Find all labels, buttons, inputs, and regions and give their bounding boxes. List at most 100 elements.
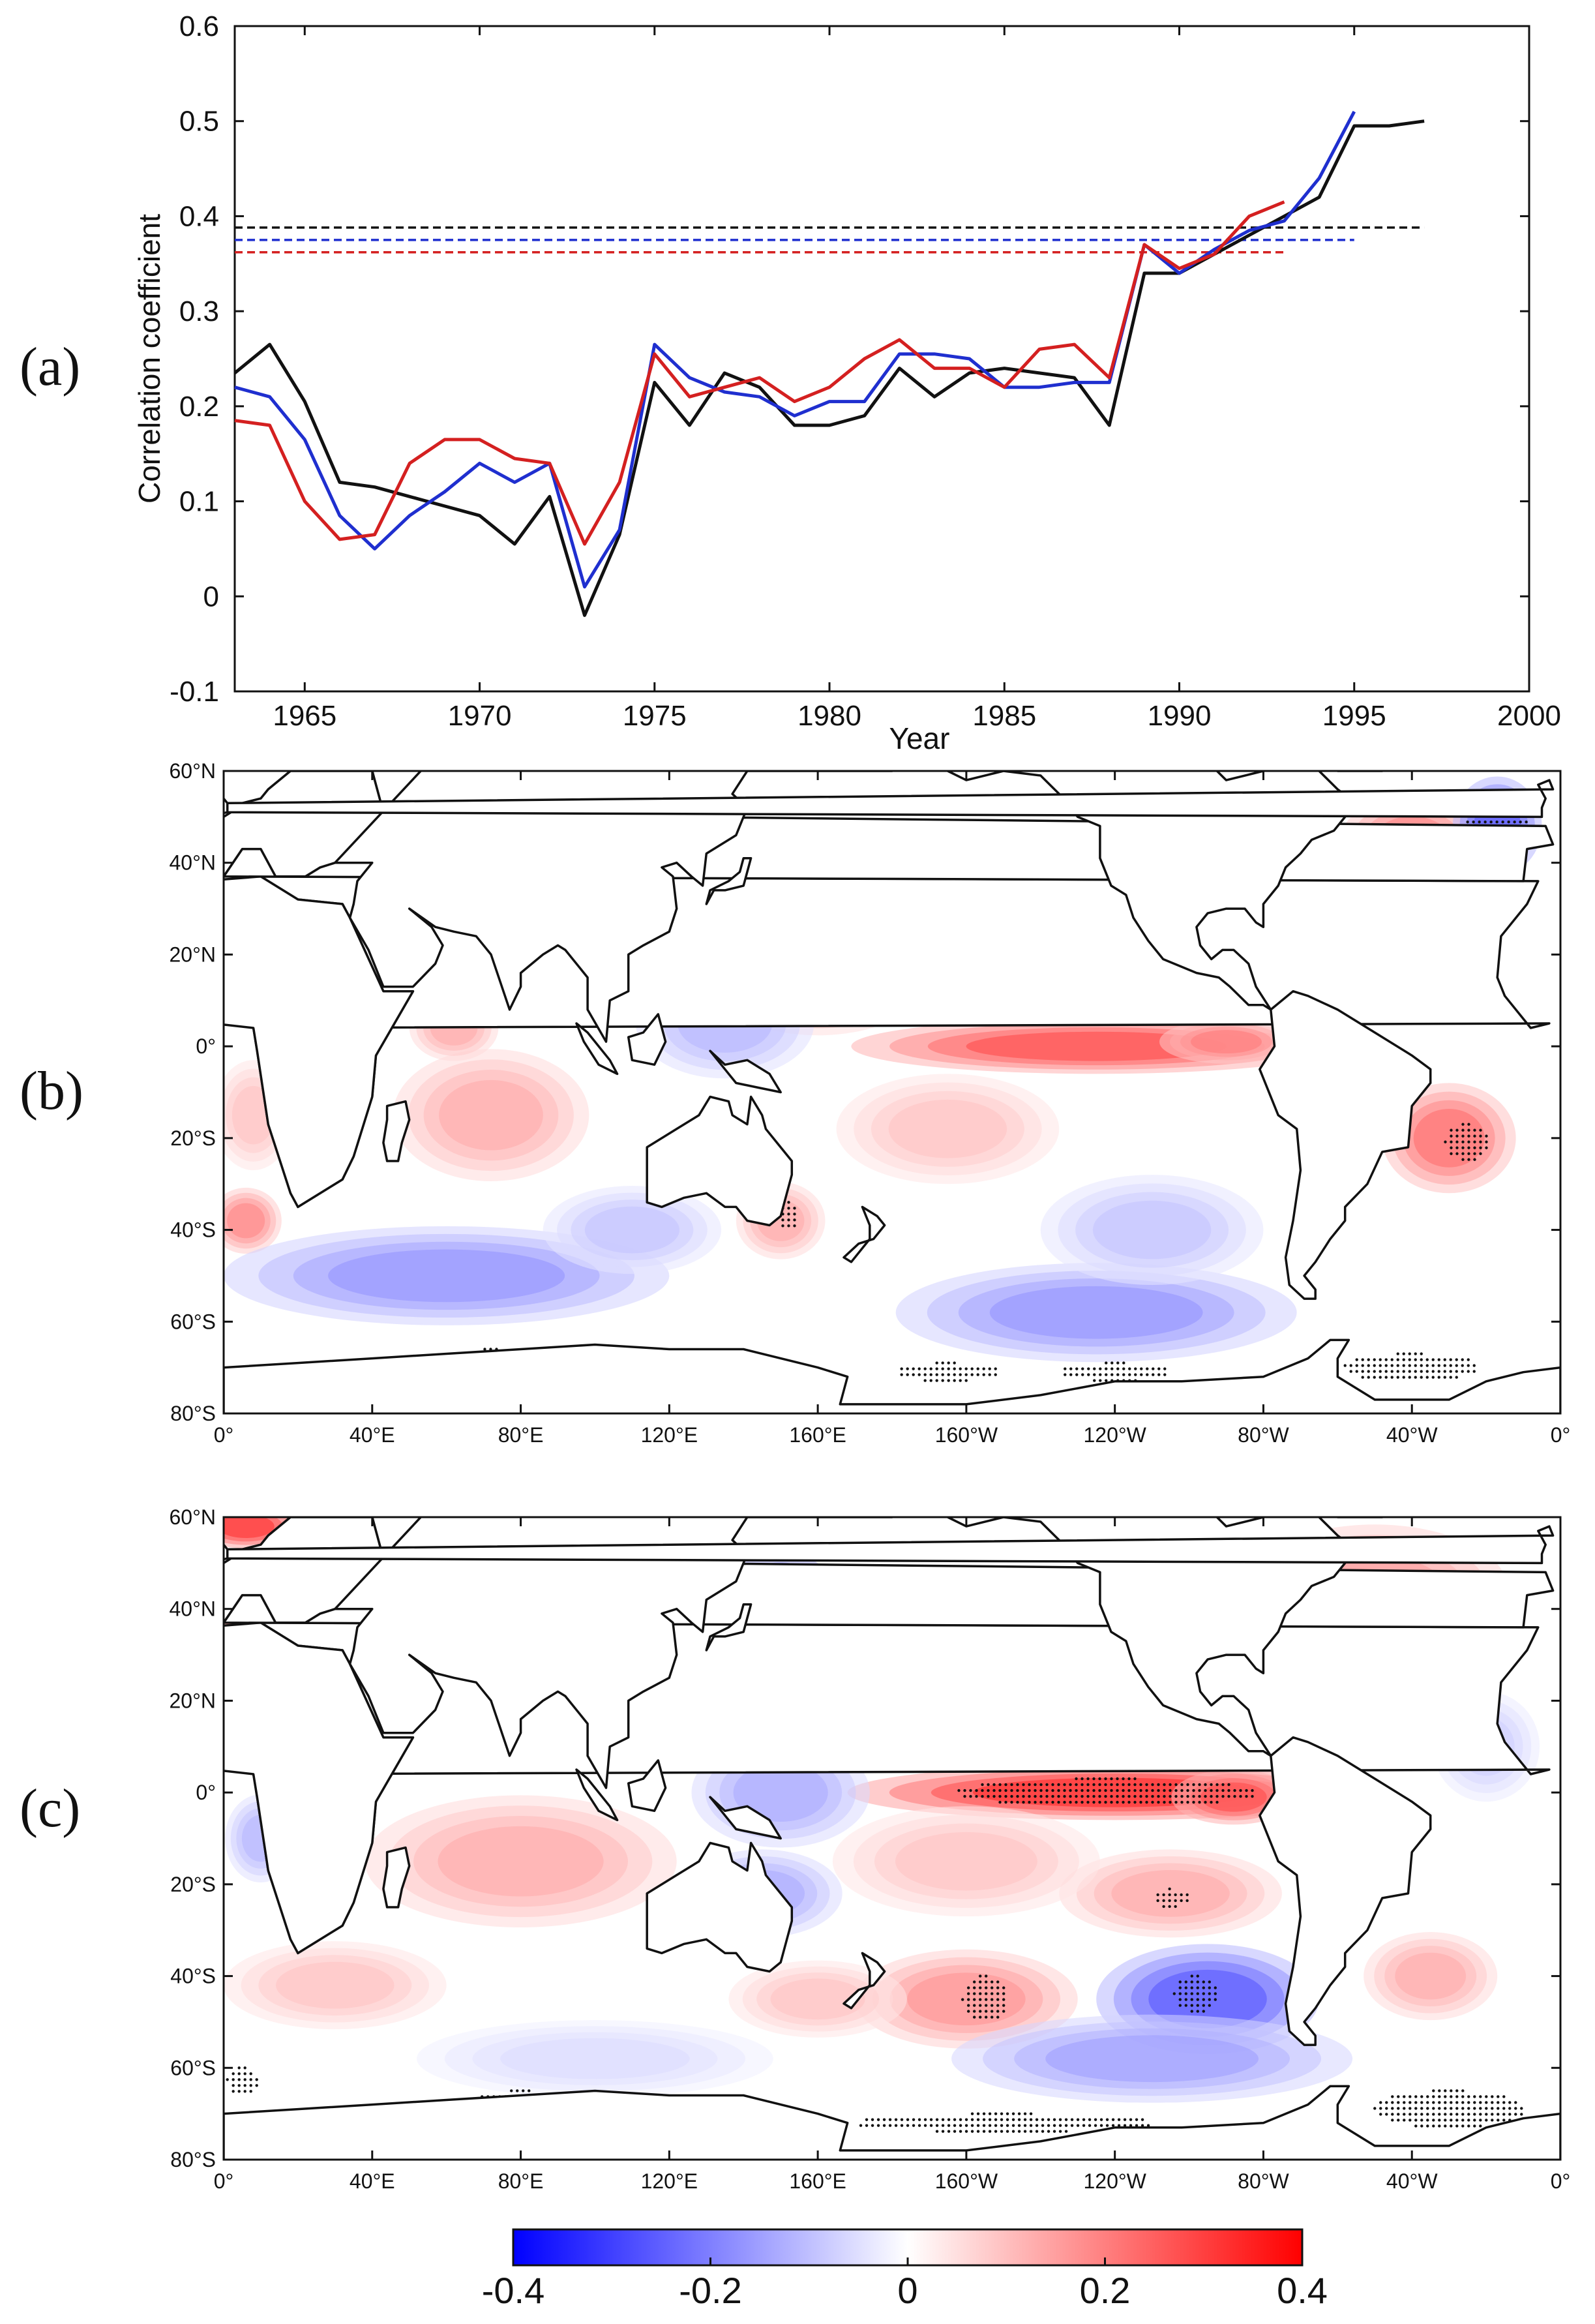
lon-tick-label: 0° <box>214 1423 234 1447</box>
lat-tick-label: 60°S <box>170 2056 216 2079</box>
land-sumatra <box>575 1768 619 1822</box>
lat-tick-label: 0° <box>196 1034 216 1058</box>
significance-stipple <box>1064 1361 1167 1382</box>
land-south-america <box>1259 989 1432 1300</box>
land-madagascar <box>382 1846 411 1909</box>
significance-stipple <box>1343 1352 1476 1379</box>
lon-tick-label: 120°W <box>1083 1423 1146 1447</box>
y-tick-label: 0.3 <box>179 295 219 327</box>
lon-tick-label: 40°E <box>350 2169 395 2193</box>
series-line-red <box>234 200 1285 546</box>
colorbar-tick-label: -0.2 <box>679 2270 742 2311</box>
land-borneo <box>627 1759 667 1813</box>
correlation-field-patch <box>1413 1109 1485 1168</box>
land-antarctica <box>224 2085 1560 2160</box>
x-tick-label: 1980 <box>798 700 861 732</box>
lat-tick-label: 40°N <box>170 1597 216 1621</box>
land-madagascar <box>382 1100 411 1162</box>
lon-tick-label: 0° <box>1551 2169 1571 2193</box>
x-tick-label: 1965 <box>273 700 336 732</box>
correlation-field-patch <box>989 1286 1203 1339</box>
land-africa-wrap <box>224 1622 415 1955</box>
correlation-field-patch <box>1148 1969 1267 2029</box>
series-line-blue <box>234 110 1356 589</box>
correlation-field-patch <box>224 1517 275 1539</box>
line-chart-panel-a: Year Correlation coefficient 1965 1970 197… <box>132 10 1561 755</box>
land-new-guinea <box>709 1049 782 1094</box>
lon-tick-label: 120°W <box>1083 2169 1146 2193</box>
lon-tick-label: 160°W <box>935 1423 998 1447</box>
significance-stipple <box>1444 1123 1488 1161</box>
correlation-field-patch <box>439 1079 543 1151</box>
lon-tick-label: 80°W <box>1238 2169 1289 2193</box>
significance-stipple <box>859 2112 1150 2133</box>
lat-tick-label: 40°S <box>170 1218 216 1242</box>
correlation-field-patch <box>888 1099 1007 1158</box>
y-tick-label: 0.5 <box>179 106 219 138</box>
correlation-field-patch <box>500 2038 690 2079</box>
x-axis-label: Year <box>889 721 950 755</box>
y-tick-label: 0.6 <box>179 10 219 42</box>
panel-label-a: (a) <box>20 337 80 397</box>
colorbar-tick-label: 0.2 <box>1080 2270 1131 2311</box>
land-australia <box>646 1095 794 1227</box>
lon-tick-label: 80°E <box>498 2169 544 2193</box>
map-panel-c: 60°N40°N20°N0°20°S40°S60°S80°S0° 40°E 80°E… <box>170 1505 1571 2193</box>
x-tick-label: 1990 <box>1148 700 1212 732</box>
correlation-field-patch <box>328 1249 565 1303</box>
y-tick-label: 0 <box>203 581 219 612</box>
correlation-field-patch <box>438 1826 604 1897</box>
correlation-field-patch <box>584 1206 679 1254</box>
x-tick-label: 1995 <box>1322 700 1386 732</box>
lon-tick-label: 120°E <box>641 1423 698 1447</box>
lon-tick-label: 120°E <box>641 2169 698 2193</box>
colorbar-tick-label: 0 <box>897 2270 917 2311</box>
land-australia <box>646 1841 794 1973</box>
land-new-guinea <box>709 1796 782 1840</box>
lat-tick-label: 60°N <box>170 1505 216 1529</box>
colorbar: -0.4 -0.2 0 0.2 0.4 <box>482 2228 1328 2311</box>
lat-tick-label: 40°N <box>170 851 216 875</box>
land-antarctica <box>224 1338 1560 1413</box>
map-panel-b: 60°N40°N20°N0°20°S40°S60°S80°S0° 40°E 80°E… <box>170 759 1571 1447</box>
correlation-field-patch <box>895 1832 1037 1891</box>
lat-tick-label: 20°N <box>170 943 216 966</box>
land-japan <box>705 856 753 905</box>
lon-tick-label: 40°W <box>1386 1423 1438 1447</box>
correlation-field-patch <box>770 1978 865 2020</box>
y-tick-label: 0.4 <box>179 200 219 232</box>
land-south-america <box>1259 1736 1432 2046</box>
lon-tick-label: 40°W <box>1386 2169 1438 2193</box>
significance-stipple <box>961 1974 1006 2019</box>
correlation-field-patch <box>1045 2035 1259 2083</box>
lat-tick-label: 20°S <box>170 1873 216 1896</box>
correlation-field-patch <box>1395 1952 1467 2000</box>
lat-tick-label: 60°S <box>170 1310 216 1333</box>
significance-stipple <box>1172 1974 1217 2013</box>
lon-tick-label: 160°W <box>935 2169 998 2193</box>
lat-tick-label: 0° <box>196 1781 216 1804</box>
land-africa-wrap <box>224 875 415 1209</box>
y-tick-label: 0.1 <box>179 486 219 518</box>
lon-tick-label: 40°E <box>350 1423 395 1447</box>
land-borneo <box>627 1013 667 1066</box>
lon-tick-label: 80°E <box>498 1423 544 1447</box>
correlation-field-patch <box>733 1763 828 1822</box>
lat-tick-label: 40°S <box>170 1965 216 1988</box>
correlation-field-patch <box>227 1203 265 1239</box>
x-tick-label: 2000 <box>1497 700 1561 732</box>
land-asia <box>334 771 893 1043</box>
lon-tick-label: 80°W <box>1238 1423 1289 1447</box>
correlation-field-patch <box>907 1972 1026 2026</box>
lat-tick-label: 20°N <box>170 1689 216 1712</box>
y-tick-label: 0.2 <box>179 391 219 423</box>
series-line-black <box>233 119 1425 617</box>
colorbar-tick-label: -0.4 <box>482 2270 545 2311</box>
y-tick-label: -0.1 <box>170 676 219 708</box>
significance-stipple <box>900 1361 997 1382</box>
land-asia <box>334 1517 893 1789</box>
colorbar-tick-label: 0.4 <box>1277 2270 1328 2311</box>
land-new-zealand <box>842 1952 886 2010</box>
map-frame <box>222 770 1562 1415</box>
